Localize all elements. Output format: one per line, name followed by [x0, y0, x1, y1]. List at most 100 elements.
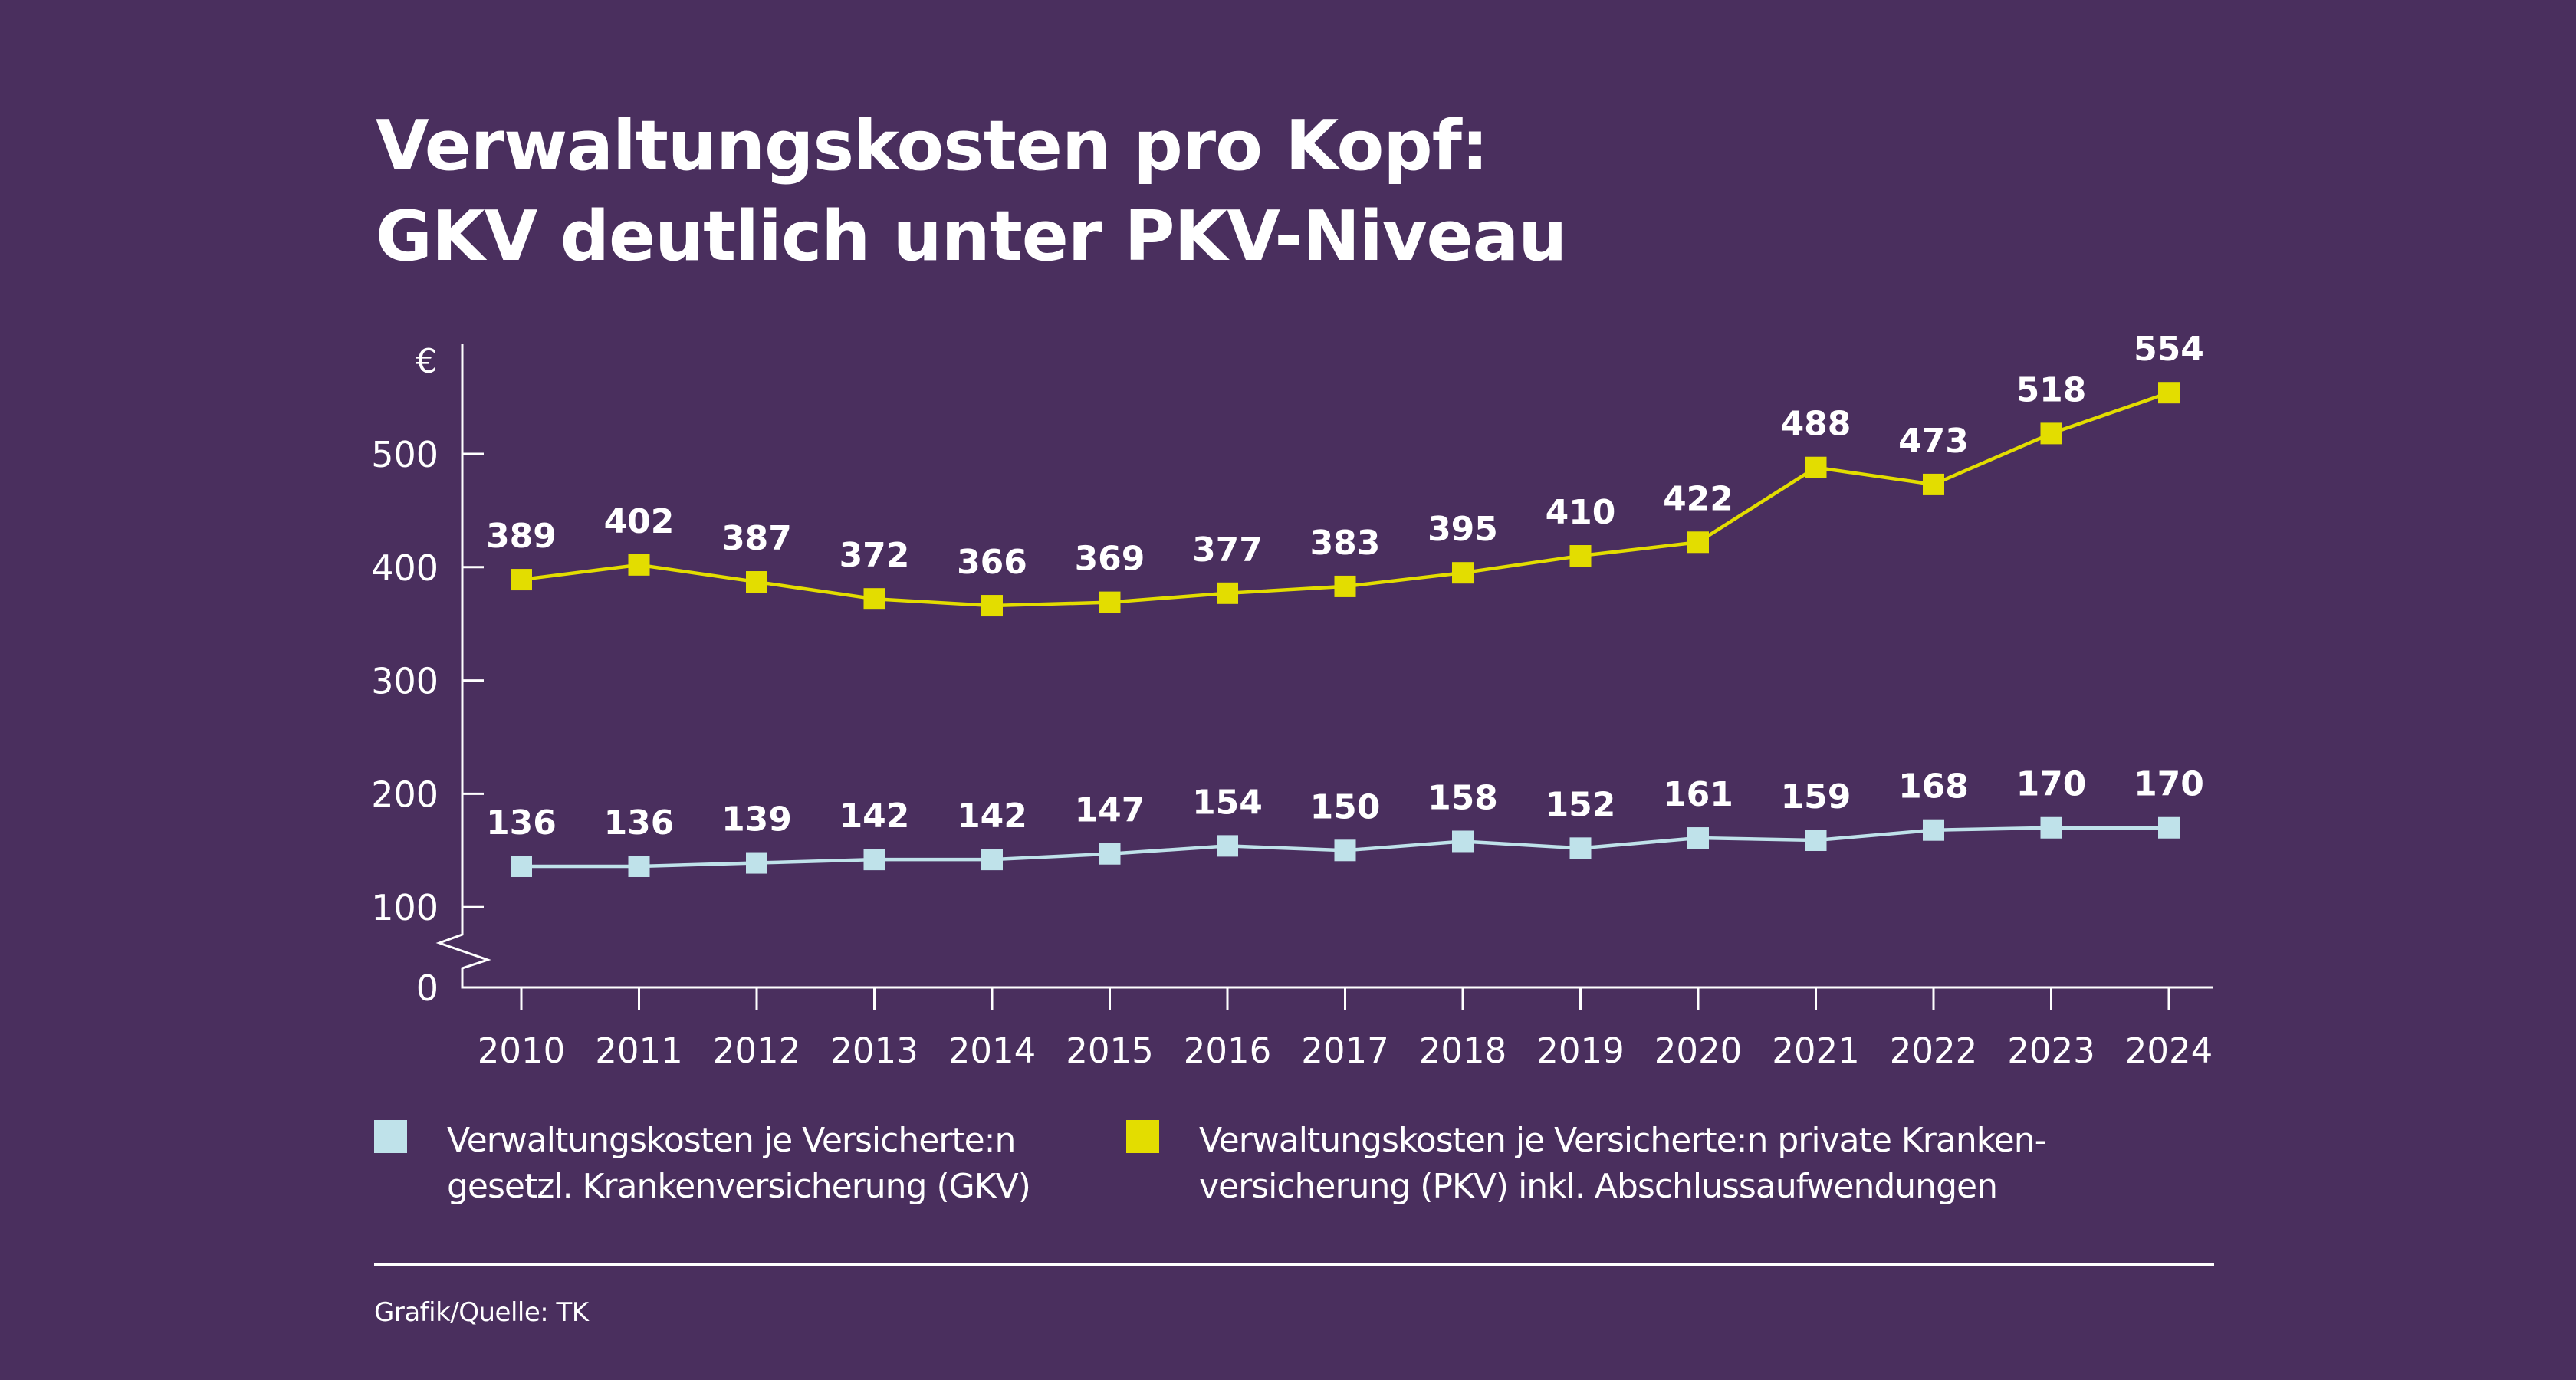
data-label-gkv: 170 — [2134, 765, 2204, 804]
data-label-gkv: 142 — [840, 797, 910, 836]
data-point-pkv — [628, 554, 650, 576]
x-tick-label: 2019 — [1536, 1030, 1625, 1071]
x-tick-label: 2013 — [830, 1030, 918, 1071]
data-label-pkv: 554 — [2134, 330, 2204, 369]
data-point-gkv — [1923, 819, 1944, 841]
data-label-pkv: 369 — [1075, 540, 1145, 579]
data-point-pkv — [1923, 473, 1944, 495]
data-point-pkv — [1687, 531, 1709, 554]
x-tick-label: 2018 — [1419, 1030, 1507, 1071]
data-point-pkv — [1805, 456, 1827, 478]
data-point-gkv — [2040, 816, 2062, 839]
data-label-gkv: 152 — [1546, 785, 1616, 824]
data-label-pkv: 395 — [1428, 510, 1498, 549]
data-point-gkv — [981, 849, 1003, 871]
y-axis-line — [435, 344, 2213, 989]
data-label-pkv: 366 — [957, 543, 1027, 582]
data-point-pkv — [2040, 422, 2062, 445]
y-tick-label: 0 — [416, 968, 439, 1009]
data-point-pkv — [1569, 545, 1592, 567]
x-tick-label: 2016 — [1184, 1030, 1272, 1071]
x-tick-label: 2015 — [1066, 1030, 1154, 1071]
x-tick-label: 2012 — [713, 1030, 801, 1071]
legend-item-pkv: Verwaltungskosten je Versicherte:n priva… — [1126, 1118, 2046, 1210]
x-tick-label: 2021 — [1772, 1030, 1860, 1071]
legend-label-pkv: Verwaltungskosten je Versicherte:n priva… — [1199, 1118, 2046, 1210]
data-label-gkv: 170 — [2016, 765, 2087, 804]
data-point-gkv — [863, 849, 886, 871]
data-point-gkv — [746, 852, 767, 874]
series-markers — [511, 382, 2180, 877]
y-tick-label: 100 — [371, 887, 439, 928]
x-tick-label: 2022 — [1890, 1030, 1978, 1071]
y-tick-label: 400 — [371, 547, 439, 589]
source-note: Grafik/Quelle: TK — [374, 1297, 589, 1328]
chart-title-line-1: Verwaltungskosten pro Kopf: — [376, 106, 1489, 186]
legend-item-gkv: Verwaltungskosten je Versicherte:n geset… — [374, 1118, 1031, 1210]
data-label-pkv: 473 — [1898, 422, 1969, 461]
data-point-gkv — [1334, 840, 1356, 862]
legend-label-pkv-line-2: versicherung (PKV) inkl. Abschlussaufwen… — [1199, 1167, 1998, 1206]
axes: €0 100 200 300 400 500 2010 2011 2012 2013 2014 201… — [371, 342, 2213, 1071]
data-label-pkv: 372 — [840, 536, 910, 575]
data-label-gkv: 168 — [1898, 767, 1969, 807]
data-label-gkv: 150 — [1310, 787, 1381, 826]
data-point-gkv — [628, 855, 650, 877]
x-tick-label: 2024 — [2125, 1030, 2213, 1071]
legend-label-gkv-line-1: Verwaltungskosten je Versicherte:n — [447, 1121, 1016, 1160]
legend-label-gkv: Verwaltungskosten je Versicherte:n geset… — [447, 1118, 1031, 1210]
data-label-pkv: 410 — [1546, 493, 1616, 532]
x-tick-label: 2020 — [1654, 1030, 1743, 1071]
y-tick-label: 300 — [371, 661, 439, 702]
legend-label-gkv-line-2: gesetzl. Krankenversicherung (GKV) — [447, 1167, 1031, 1206]
data-label-gkv: 142 — [957, 797, 1027, 836]
data-point-pkv — [2158, 382, 2180, 404]
data-point-pkv — [1452, 562, 1474, 584]
data-label-gkv: 154 — [1192, 783, 1263, 822]
data-label-pkv: 518 — [2016, 370, 2087, 409]
data-label-pkv: 389 — [486, 517, 557, 556]
footer-divider — [374, 1263, 2214, 1266]
data-label-pkv: 383 — [1310, 524, 1381, 563]
data-label-gkv: 139 — [721, 800, 792, 840]
data-point-pkv — [511, 569, 532, 591]
legend-swatch-gkv — [374, 1120, 407, 1153]
data-point-gkv — [1805, 829, 1827, 851]
data-point-pkv — [981, 595, 1003, 617]
chart-title: Verwaltungskosten pro Kopf: GKV deutlich… — [376, 101, 1567, 282]
x-tick-label: 2014 — [948, 1030, 1037, 1071]
data-label-gkv: 147 — [1075, 791, 1145, 830]
data-point-pkv — [1334, 575, 1356, 597]
legend-swatch-pkv — [1126, 1120, 1159, 1153]
data-point-pkv — [1217, 582, 1238, 604]
data-label-gkv: 158 — [1428, 778, 1498, 817]
y-axis-unit-label: € — [416, 342, 437, 381]
x-tick-label: 2011 — [595, 1030, 683, 1071]
x-tick-label: 2017 — [1301, 1030, 1389, 1071]
data-label-gkv: 136 — [604, 803, 675, 843]
legend-label-pkv-line-1: Verwaltungskosten je Versicherte:n priva… — [1199, 1121, 2046, 1160]
data-point-gkv — [1687, 827, 1709, 849]
data-point-gkv — [1099, 843, 1121, 865]
y-tick-label: 200 — [371, 774, 439, 815]
y-tick-label: 500 — [371, 434, 439, 475]
data-label-pkv: 402 — [604, 502, 675, 541]
data-label-gkv: 159 — [1781, 777, 1852, 816]
data-label-gkv: 136 — [486, 803, 557, 843]
data-label-pkv: 488 — [1781, 405, 1852, 444]
data-point-gkv — [1452, 830, 1474, 853]
data-point-gkv — [1217, 835, 1238, 857]
x-tick-label: 2010 — [478, 1030, 566, 1071]
data-label-pkv: 377 — [1192, 531, 1263, 570]
data-point-pkv — [746, 571, 767, 593]
data-point-gkv — [511, 855, 532, 877]
data-label-pkv: 422 — [1663, 479, 1733, 518]
data-point-pkv — [863, 588, 886, 610]
data-point-gkv — [1569, 837, 1592, 859]
data-labels: 389 402 387 372 366 369 377 383 395 410 422 488 473 5… — [486, 330, 2204, 843]
data-point-pkv — [1099, 591, 1121, 613]
data-label-pkv: 387 — [721, 519, 792, 558]
data-point-gkv — [2158, 816, 2180, 839]
x-tick-label: 2023 — [2007, 1030, 2095, 1071]
